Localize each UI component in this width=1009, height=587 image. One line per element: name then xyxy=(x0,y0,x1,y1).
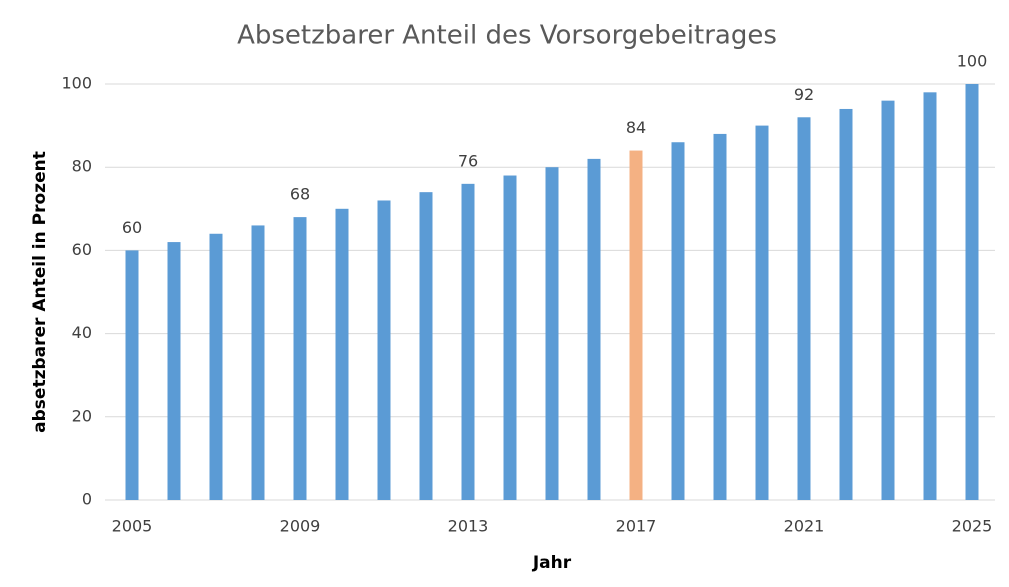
x-tick-label: 2017 xyxy=(616,517,657,536)
data-label: 92 xyxy=(794,85,814,104)
bar xyxy=(503,175,517,500)
x-axis-title: Jahr xyxy=(532,553,572,573)
y-tick-label: 20 xyxy=(72,406,92,425)
data-label: 68 xyxy=(290,185,310,204)
bar xyxy=(965,84,979,500)
bar xyxy=(419,192,433,500)
y-tick-label: 100 xyxy=(61,74,92,93)
bar xyxy=(881,100,895,500)
data-label: 76 xyxy=(458,151,478,170)
bar xyxy=(797,117,811,500)
data-label: 84 xyxy=(626,118,646,137)
bar xyxy=(377,200,391,501)
y-tick-label: 60 xyxy=(72,240,92,259)
x-tick-label: 2025 xyxy=(952,517,993,536)
y-tick-label: 80 xyxy=(72,157,92,176)
bar xyxy=(671,142,685,501)
bar xyxy=(293,217,307,500)
x-tick-label: 2005 xyxy=(112,517,153,536)
data-label: 60 xyxy=(122,218,142,237)
data-label: 100 xyxy=(957,52,988,71)
bar xyxy=(545,167,559,500)
y-axis-title: absetzbarer Anteil in Prozent xyxy=(30,151,50,433)
x-tick-label: 2021 xyxy=(784,517,825,536)
bar xyxy=(461,183,475,500)
bar xyxy=(713,133,727,501)
bar xyxy=(251,225,265,500)
x-tick-label: 2009 xyxy=(280,517,321,536)
bar xyxy=(755,125,769,500)
bar xyxy=(125,250,139,500)
chart-title: Absetzbarer Anteil des Vorsorgebeitrages xyxy=(237,21,777,51)
bar xyxy=(167,242,181,500)
y-tick-label: 0 xyxy=(82,490,92,509)
bar xyxy=(209,233,223,500)
bar xyxy=(923,92,937,500)
bar xyxy=(587,158,601,500)
bar xyxy=(629,150,643,500)
y-tick-label: 40 xyxy=(72,323,92,342)
bar xyxy=(335,208,349,501)
x-tick-label: 2013 xyxy=(448,517,489,536)
bar xyxy=(839,108,853,501)
